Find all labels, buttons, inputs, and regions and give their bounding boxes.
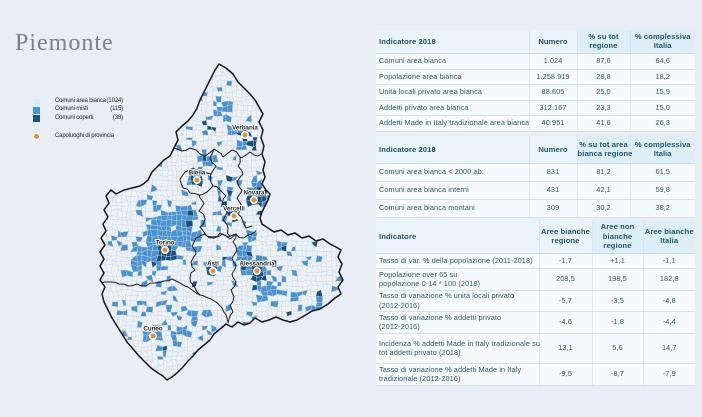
svg-text:Verbania: Verbania (232, 125, 258, 132)
svg-text:Novara: Novara (244, 190, 266, 197)
svg-text:Biella: Biella (189, 170, 206, 177)
svg-text:Torino: Torino (156, 240, 175, 247)
svg-text:Asti: Asti (207, 261, 219, 268)
svg-text:Alessandria: Alessandria (239, 261, 275, 268)
svg-text:Vercelli: Vercelli (223, 206, 245, 213)
svg-text:Cuneo: Cuneo (143, 326, 162, 333)
